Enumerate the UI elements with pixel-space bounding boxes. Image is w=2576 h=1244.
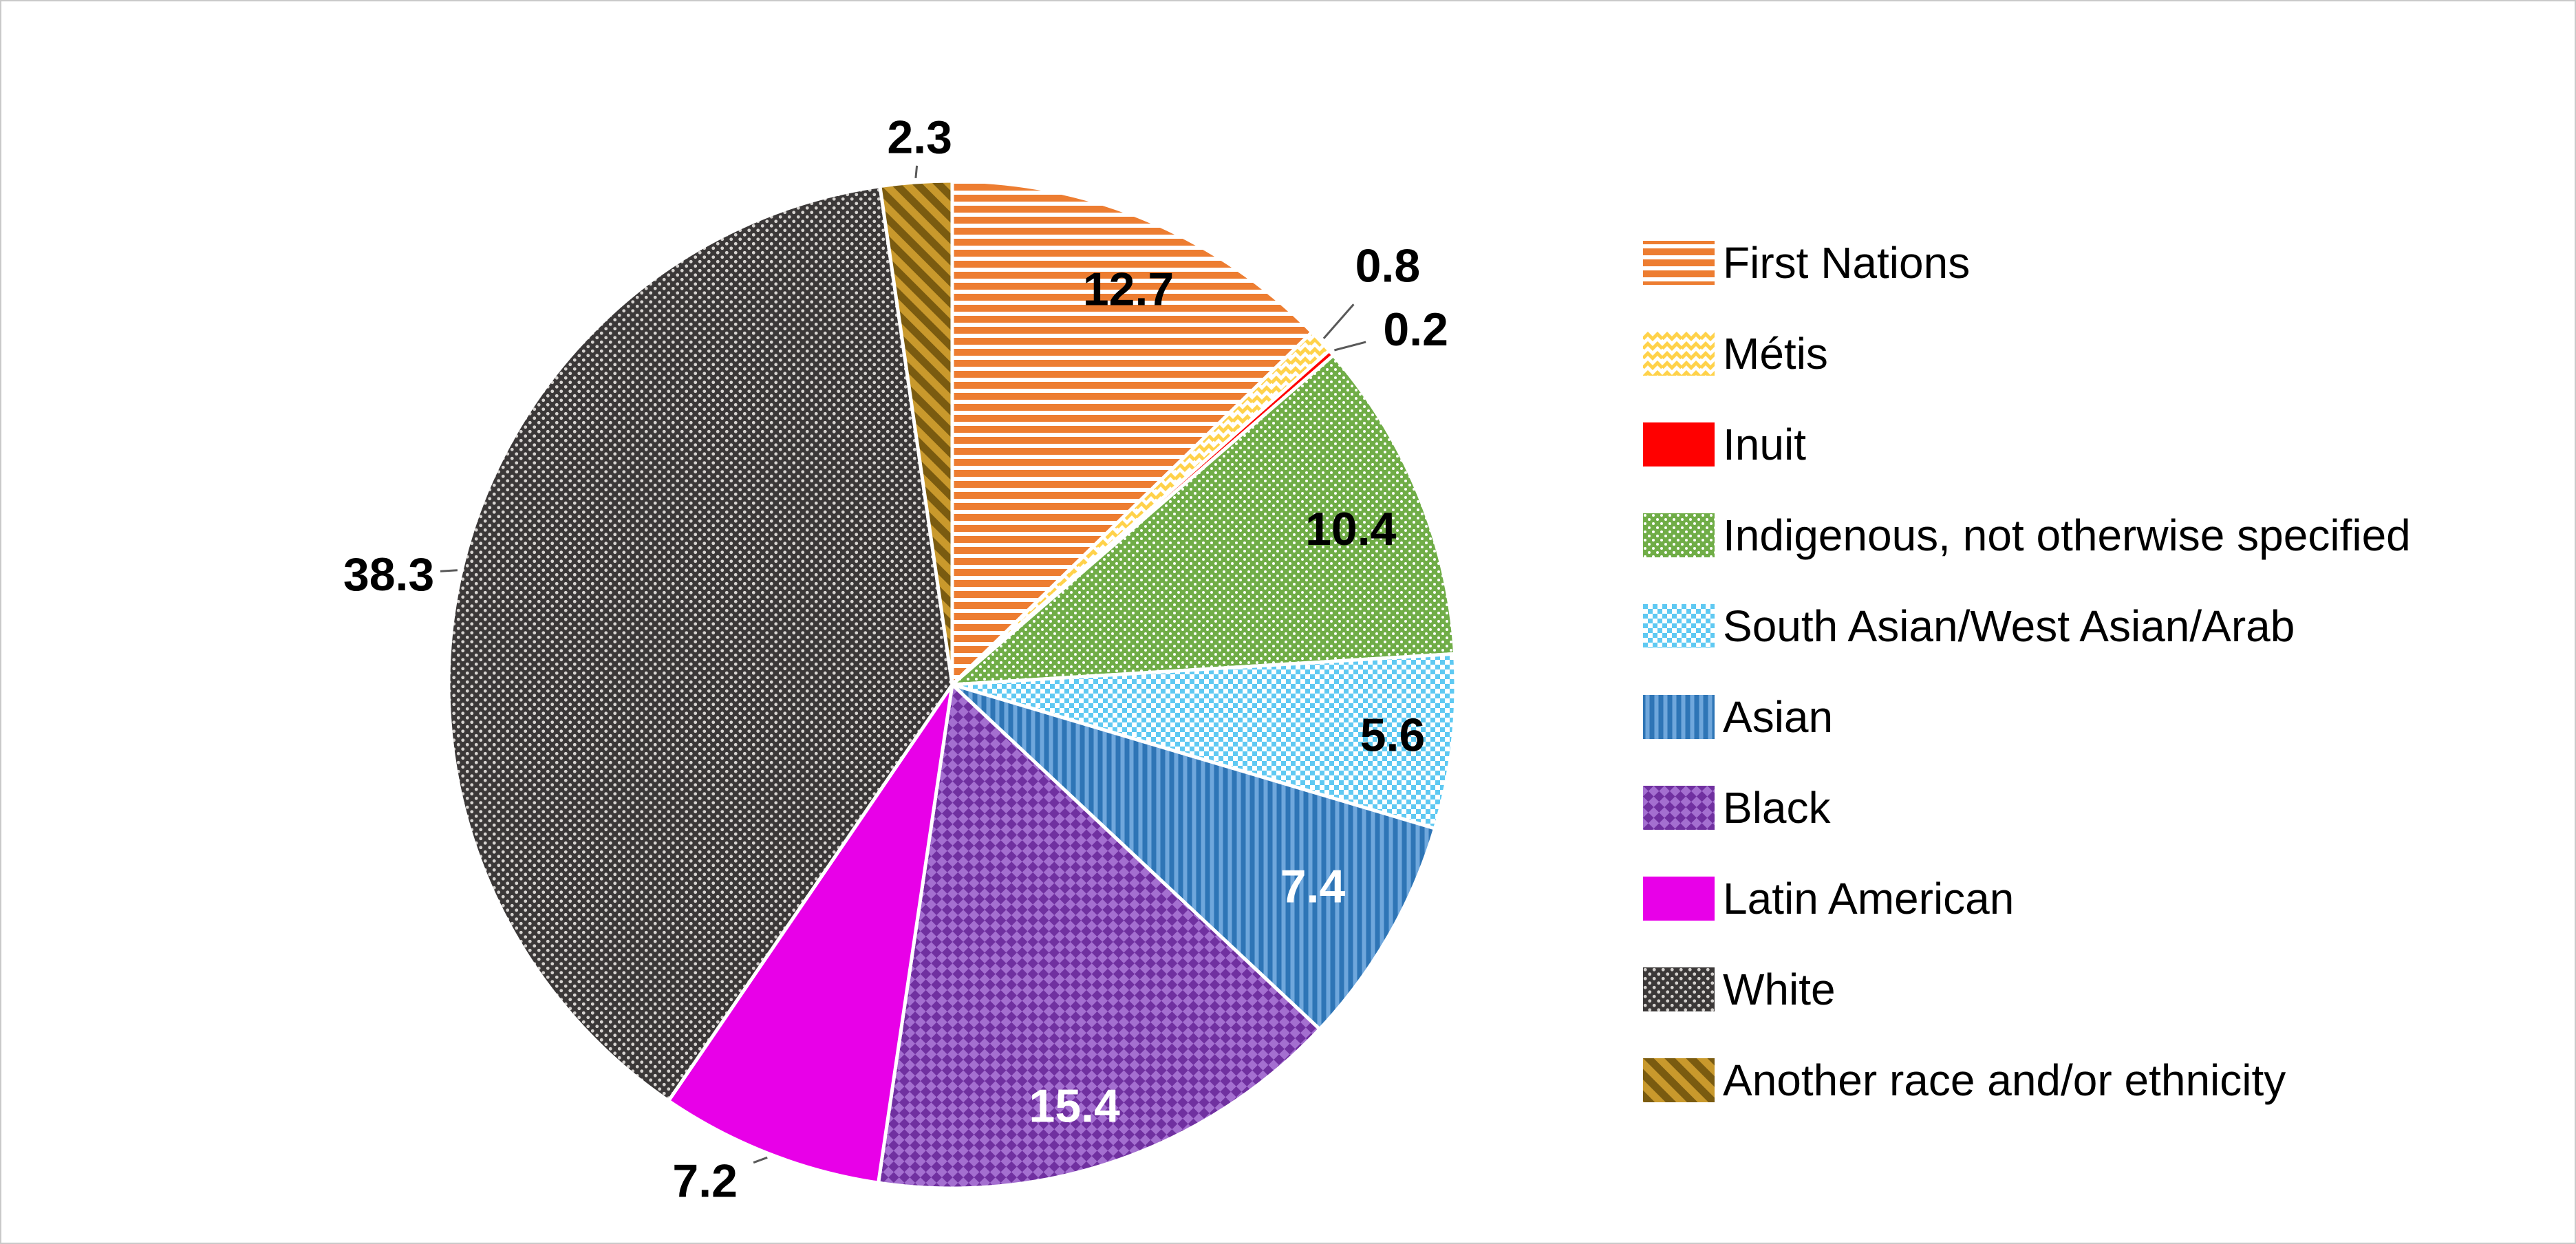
data-label-black: 15.4 bbox=[1029, 1080, 1121, 1132]
leader-line-another-race-and-or-ethnicity bbox=[914, 165, 919, 179]
legend-item-black: Black bbox=[1643, 762, 2411, 853]
legend-swatch-black bbox=[1643, 786, 1715, 830]
data-label-south-asian-west-asian-arab: 5.6 bbox=[1360, 709, 1426, 762]
pie-slice-first-nations bbox=[950, 179, 1314, 687]
leader-line-inuit bbox=[1334, 341, 1366, 352]
legend-label: First Nations bbox=[1723, 238, 1971, 288]
data-label-white: 38.3 bbox=[343, 548, 434, 601]
pie-slice-latin-american bbox=[667, 683, 954, 1185]
data-label-asian: 7.4 bbox=[1280, 861, 1346, 913]
legend: First Nations Métis Inuit Indigenous, not o… bbox=[1643, 217, 2411, 1126]
data-labels: 12.7 0.8 0.2 10.4 5.6 7.4 15.4 7.2 38.3 2.3 bbox=[343, 111, 1448, 1207]
legend-label: Another race and/or ethnicity bbox=[1723, 1055, 2286, 1105]
data-label-another-race-and-or-ethnicity: 2.3 bbox=[887, 111, 952, 163]
pie-slice-south-asian-west-asian-arab bbox=[950, 652, 1458, 830]
legend-swatch-inuit bbox=[1643, 422, 1715, 466]
pie-slice-asian bbox=[950, 683, 1437, 1031]
legend-swatch-m-tis bbox=[1643, 332, 1715, 376]
legend-label: Inuit bbox=[1723, 420, 1806, 469]
legend-swatch-white bbox=[1643, 967, 1715, 1011]
leader-line-m-tis bbox=[1322, 303, 1355, 339]
pie-slice-white bbox=[447, 184, 954, 1103]
legend-item-indigenous-not-otherwise-specified: Indigenous, not otherwise specified bbox=[1643, 490, 2411, 581]
legend-item-south-asian-west-asian-arab: South Asian/West Asian/Arab bbox=[1643, 581, 2411, 672]
legend-swatch-first-nations bbox=[1643, 241, 1715, 285]
data-label-latin-american: 7.2 bbox=[672, 1155, 738, 1207]
legend-label: South Asian/West Asian/Arab bbox=[1723, 601, 2295, 651]
legend-label: Black bbox=[1723, 783, 1831, 833]
legend-label: White bbox=[1723, 965, 1836, 1014]
legend-label: Latin American bbox=[1723, 874, 2015, 923]
legend-swatch-latin-american bbox=[1643, 877, 1715, 921]
pie-slice-indigenous-not-otherwise-specified bbox=[950, 353, 1457, 687]
leader-line-latin-american bbox=[753, 1156, 768, 1164]
legend-item-m-tis: Métis bbox=[1643, 308, 2411, 399]
data-label-m-tis: 0.8 bbox=[1355, 240, 1421, 292]
legend-item-asian: Asian bbox=[1643, 672, 2411, 762]
legend-item-white: White bbox=[1643, 944, 2411, 1035]
legend-swatch-another-race-and-or-ethnicity bbox=[1643, 1058, 1715, 1102]
data-label-inuit: 0.2 bbox=[1383, 303, 1448, 356]
pie-slices bbox=[447, 179, 1458, 1190]
leader-lines bbox=[440, 165, 1366, 1164]
data-label-first-nations: 12.7 bbox=[1083, 264, 1174, 316]
pie-slice-another-race-and-or-ethnicity bbox=[878, 179, 954, 687]
legend-swatch-south-asian-west-asian-arab bbox=[1643, 604, 1715, 648]
legend-label: Indigenous, not otherwise specified bbox=[1723, 511, 2411, 560]
legend-swatch-asian bbox=[1643, 695, 1715, 739]
legend-item-first-nations: First Nations bbox=[1643, 217, 2411, 308]
legend-item-inuit: Inuit bbox=[1643, 399, 2411, 490]
legend-label: Métis bbox=[1723, 329, 1828, 378]
legend-swatch-indigenous-not-otherwise-specified bbox=[1643, 513, 1715, 557]
leader-line-white bbox=[440, 569, 458, 572]
legend-item-another-race-and-or-ethnicity: Another race and/or ethnicity bbox=[1643, 1035, 2411, 1126]
data-label-indigenous-not-otherwise-specified: 10.4 bbox=[1305, 503, 1397, 555]
pie-slice-black bbox=[877, 683, 1322, 1190]
legend-label: Asian bbox=[1723, 692, 1834, 742]
legend-item-latin-american: Latin American bbox=[1643, 853, 2411, 944]
